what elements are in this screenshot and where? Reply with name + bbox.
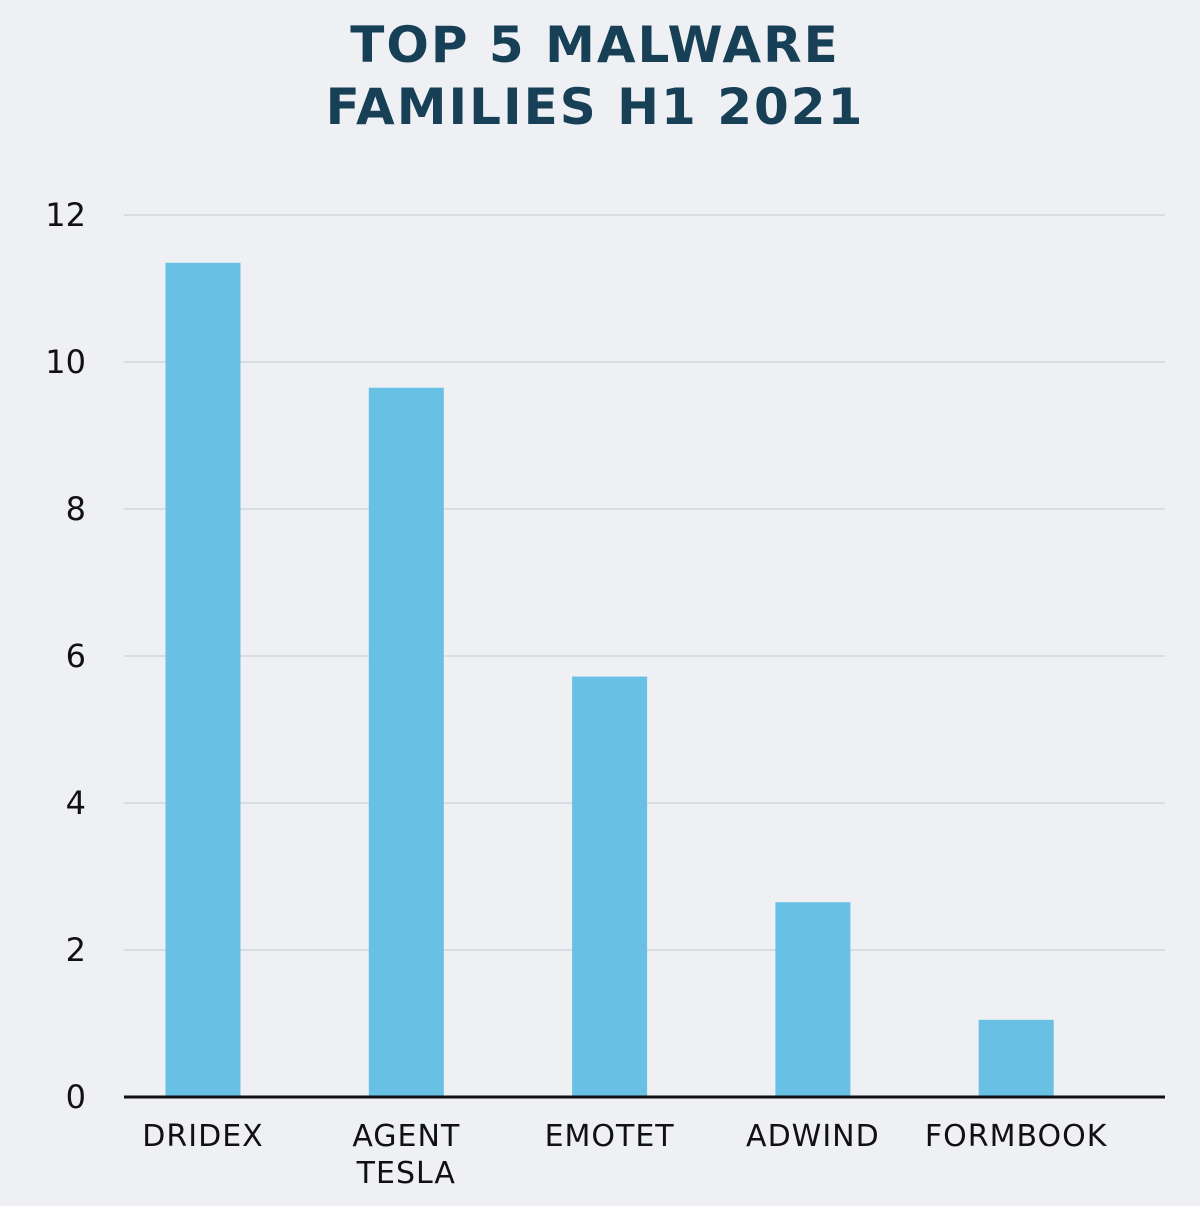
y-tick-label: 10 — [45, 343, 86, 381]
x-category-label: EMOTET — [545, 1119, 675, 1154]
bar — [572, 676, 648, 1097]
chart-title-line-1: TOP 5 MALWARE — [350, 16, 840, 74]
y-tick-label: 4 — [66, 784, 86, 822]
x-category-label: DRIDEX — [142, 1119, 263, 1154]
y-tick-label: 12 — [45, 196, 86, 234]
chart-title-line-2: FAMILIES H1 2021 — [325, 78, 865, 136]
y-tick-label: 2 — [66, 931, 86, 969]
bar — [775, 902, 851, 1097]
x-axis-labels: DRIDEX AGENT TESLA EMOTET ADWIND FORMBOOK — [142, 1119, 1108, 1191]
chart-title: TOP 5 MALWARE FAMILIES H1 2021 — [0, 14, 1190, 138]
y-tick-label: 8 — [66, 490, 86, 528]
bar — [368, 387, 444, 1098]
bar — [165, 262, 241, 1097]
y-tick-label: 0 — [66, 1078, 86, 1116]
bar — [978, 1019, 1054, 1097]
x-category-label: AGENT TESLA — [352, 1119, 460, 1191]
y-axis-ticks: 0 2 4 6 8 10 12 — [45, 196, 86, 1116]
y-tick-label: 6 — [66, 637, 86, 675]
bars — [165, 262, 1054, 1098]
x-category-label: ADWIND — [746, 1119, 880, 1154]
x-category-label: FORMBOOK — [925, 1119, 1108, 1154]
